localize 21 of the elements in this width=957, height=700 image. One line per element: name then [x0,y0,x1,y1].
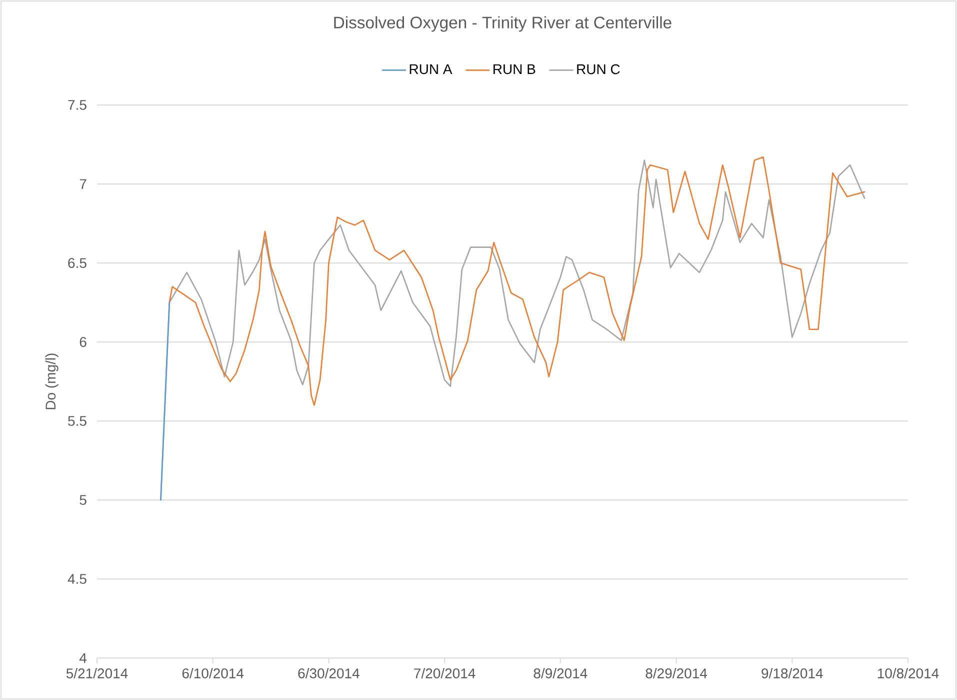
x-tick-label: 10/8/2014 [878,668,939,678]
legend-label: RUN C [577,64,620,74]
y-tick-label: 6 [80,337,86,347]
x-tick-label: 8/29/2014 [646,668,707,678]
legend-label: RUN B [494,64,536,74]
y-tick-label: 5 [80,495,86,505]
legend-label: RUN A [410,64,452,74]
chart-title: Dissolved Oxygen - Trinity River at Centerville [334,16,672,32]
x-tick-label: 5/21/2014 [66,668,128,678]
y-tick-label: 4.5 [68,574,86,584]
y-tick-label: 7 [80,179,86,189]
y-tick-label: 5.5 [68,416,86,426]
y-tick-label: 7.5 [68,100,86,110]
x-tick-label: 6/30/2014 [298,668,360,678]
x-tick-label: 6/10/2014 [182,668,244,678]
x-tick-label: 9/18/2014 [762,668,823,678]
y-tick-label: 6.5 [68,258,86,268]
y-tick-label: 4 [79,653,87,663]
x-tick-label: 7/20/2014 [414,668,476,678]
y-axis-title: Do (mg/l) [45,354,58,410]
x-tick-label: 8/9/2014 [534,668,588,678]
